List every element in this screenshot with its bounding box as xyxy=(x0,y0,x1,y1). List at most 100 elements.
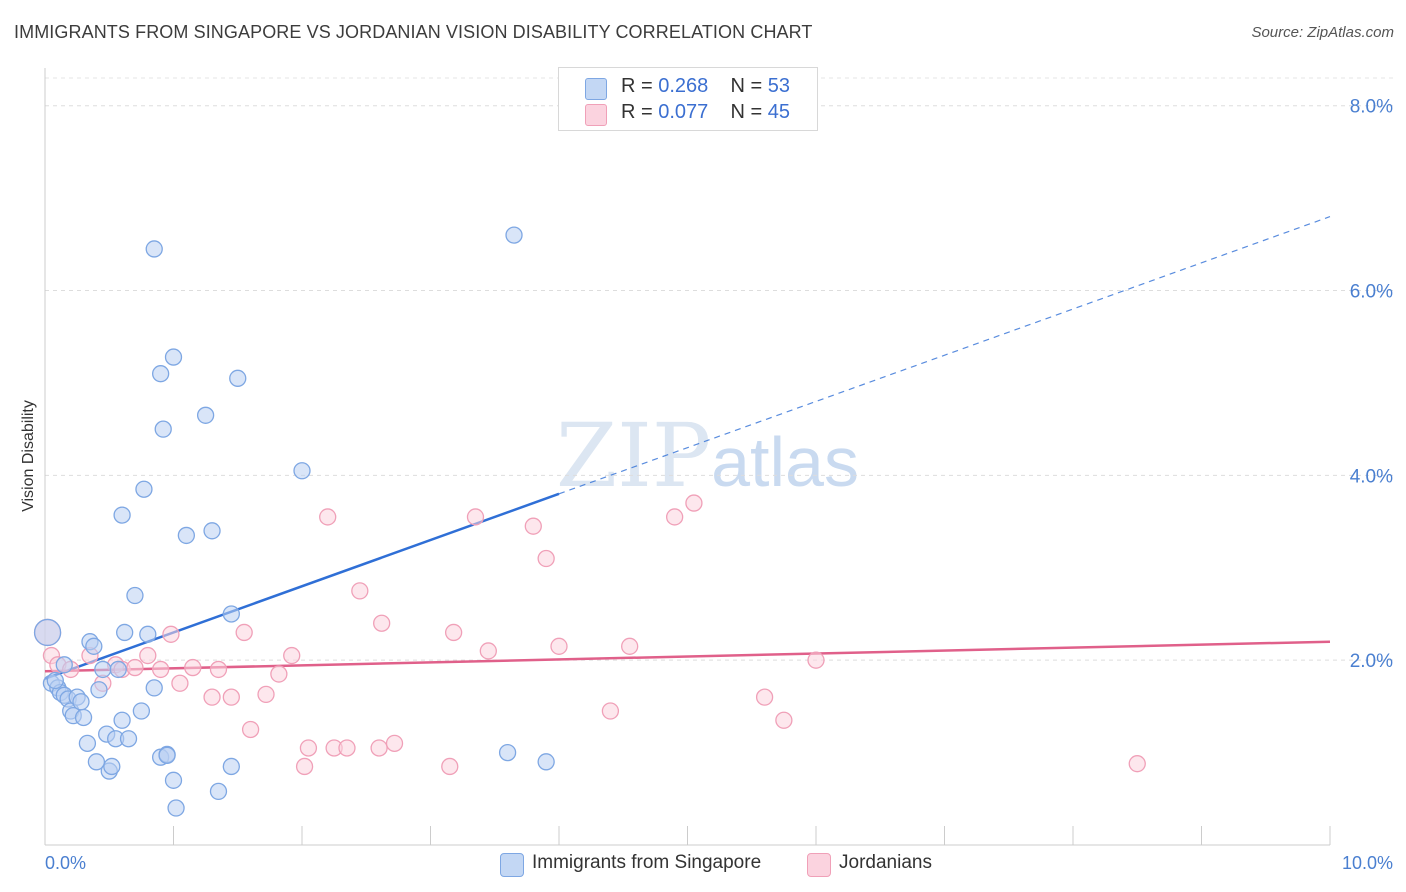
singapore-point xyxy=(222,605,240,623)
legend-r-value: 0.268 xyxy=(658,75,709,97)
jordanian-point xyxy=(319,508,337,526)
singapore-points xyxy=(33,226,555,817)
singapore-point xyxy=(177,526,196,545)
jordanian-point xyxy=(1128,755,1146,773)
legend-r-label: R = xyxy=(621,101,659,123)
gridlines xyxy=(45,77,1393,661)
legend-label-singapore: Immigrants from Singapore xyxy=(532,852,762,873)
jordanian-point xyxy=(184,658,202,677)
singapore-point xyxy=(72,693,90,711)
singapore-point xyxy=(222,757,240,776)
singapore-point xyxy=(113,711,131,729)
singapore-point xyxy=(78,734,97,752)
singapore-point xyxy=(505,226,523,244)
y-axis-label: Vision Disability xyxy=(20,400,37,512)
singapore-point xyxy=(145,240,163,258)
jordanian-point xyxy=(222,688,240,706)
jordanian-point xyxy=(666,508,684,526)
singapore-point xyxy=(158,746,176,765)
jordanian-point xyxy=(295,757,314,776)
jordanians-points xyxy=(33,494,1146,776)
y-tick-label: 2.0% xyxy=(1350,651,1393,672)
axis-labels: 2.0% 4.0% 6.0% 8.0% 0.0% 10.0% Vision Disabili… xyxy=(20,97,1393,873)
singapore-point xyxy=(33,618,62,647)
x-tick-label: 10.0% xyxy=(1342,853,1393,873)
legend-swatch-jordanians xyxy=(807,853,831,877)
singapore-point xyxy=(164,771,183,789)
legend-n-value: 53 xyxy=(767,75,791,97)
singapore-point xyxy=(116,623,134,642)
jordanian-point xyxy=(373,614,391,632)
singapore-point xyxy=(109,660,127,679)
axes xyxy=(44,68,1331,846)
jordanian-point xyxy=(235,623,253,642)
singapore-point xyxy=(229,369,247,387)
singapore-point xyxy=(293,462,311,480)
singapore-point xyxy=(498,743,517,762)
correlation-legend: R = 0.268 N = 53 R = 0.077 N = 45 xyxy=(558,67,818,131)
jordanian-point xyxy=(537,549,555,568)
jordanian-point xyxy=(338,739,356,757)
singapore-point xyxy=(85,637,103,655)
jordanian-point xyxy=(755,688,774,706)
y-tick-label: 8.0% xyxy=(1350,97,1393,118)
jordanian-point xyxy=(139,646,157,665)
watermark-atlas: atlas xyxy=(711,423,859,501)
singapore-point xyxy=(55,656,73,674)
watermark: ZIPatlas xyxy=(556,404,859,507)
jordanian-point xyxy=(775,711,793,729)
legend-n-value: 45 xyxy=(767,101,791,123)
singapore-point xyxy=(164,348,183,366)
singapore-point xyxy=(74,708,93,727)
singapore-point xyxy=(46,671,64,690)
watermark-zip: ZIP xyxy=(556,404,712,507)
singapore-point xyxy=(209,782,228,801)
legend-swatch-singapore xyxy=(500,853,524,877)
x-tick-label: 0.0% xyxy=(45,853,86,873)
legend-label-jordanians: Jordanians xyxy=(839,852,932,873)
jordanian-point xyxy=(257,685,275,704)
legend-r-value: 0.077 xyxy=(658,101,709,123)
singapore-point xyxy=(132,702,151,720)
singapore-point xyxy=(103,757,121,776)
jordanian-point xyxy=(162,625,180,643)
singapore-point xyxy=(154,420,172,438)
y-tick-label: 6.0% xyxy=(1350,282,1393,303)
singapore-point xyxy=(113,506,131,524)
chart-title: IMMIGRANTS FROM SINGAPORE VS JORDANIAN V… xyxy=(14,22,813,42)
jordanian-point xyxy=(299,739,318,757)
jordanian-point xyxy=(270,665,288,683)
jordanian-point xyxy=(550,637,568,655)
jordanian-point xyxy=(171,674,189,692)
jordanian-point xyxy=(351,582,369,600)
legend-swatch-jordanians xyxy=(585,104,607,126)
source-label: Source: ZipAtlas.com xyxy=(1251,24,1394,41)
singapore-point xyxy=(151,365,170,383)
singapore-point xyxy=(167,799,185,817)
jordanian-point xyxy=(444,623,463,642)
jordanian-point xyxy=(524,517,542,535)
jordanian-point xyxy=(385,734,404,752)
legend-n-label: N = xyxy=(730,101,768,123)
jordanian-point xyxy=(601,702,620,720)
singapore-point xyxy=(87,753,106,771)
singapore-point xyxy=(94,660,112,679)
singapore-point xyxy=(126,586,144,605)
jordanian-point xyxy=(441,757,459,776)
jordanian-point xyxy=(370,739,388,757)
legend-swatch-singapore xyxy=(585,78,607,100)
singapore-point xyxy=(119,730,138,748)
jordanians-trend-line xyxy=(44,640,1331,673)
singapore-point xyxy=(145,679,163,697)
jordanian-point xyxy=(621,637,639,655)
singapore-point xyxy=(90,681,108,699)
legend-r-label: R = xyxy=(621,75,659,97)
singapore-point xyxy=(139,625,157,643)
jordanian-point xyxy=(466,508,485,526)
legend-n-label: N = xyxy=(730,75,768,97)
jordanian-point xyxy=(685,494,703,512)
y-tick-label: 4.0% xyxy=(1350,466,1393,487)
jordanian-point xyxy=(807,651,825,669)
singapore-point xyxy=(196,406,215,424)
